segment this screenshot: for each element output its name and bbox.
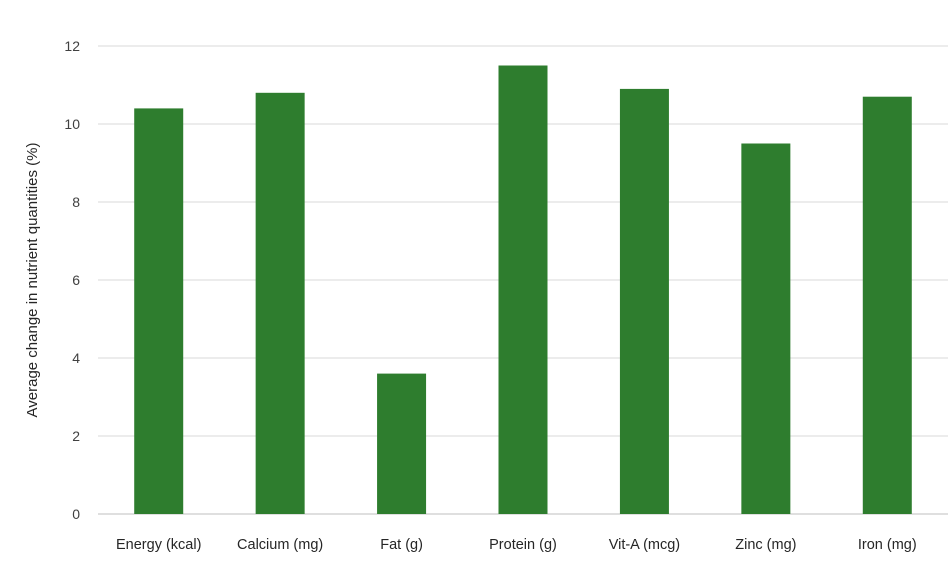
bar [134,108,184,515]
bar [498,65,548,514]
x-category-label: Vit-A (mcg) [609,537,680,553]
y-tick-label: 4 [72,350,80,366]
y-tick-label: 0 [72,506,80,522]
x-category-label: Calcium (mg) [237,537,323,553]
x-category-label: Protein (g) [489,537,557,553]
x-category-label: Iron (mg) [858,537,917,553]
x-category-label: Zinc (mg) [735,537,796,553]
bar [741,143,791,514]
bar [255,92,305,515]
bars [134,65,912,515]
y-tick-label: 12 [64,38,80,54]
x-category-label: Energy (kcal) [116,537,201,553]
y-tick-label: 6 [72,272,80,288]
y-tick-label: 2 [72,428,80,444]
y-tick-labels: 0 2 4 6 8 10 12 [64,38,80,522]
y-tick-label: 8 [72,194,80,210]
bar [377,373,427,514]
bar [862,96,912,514]
y-axis-title: Average change in nutrient quantities (%… [24,143,41,418]
y-tick-label: 10 [64,116,80,132]
bar [619,88,669,515]
x-category-labels: Energy (kcal) Calcium (mg) Fat (g) Protein … [116,537,917,553]
x-category-label: Fat (g) [380,537,423,553]
